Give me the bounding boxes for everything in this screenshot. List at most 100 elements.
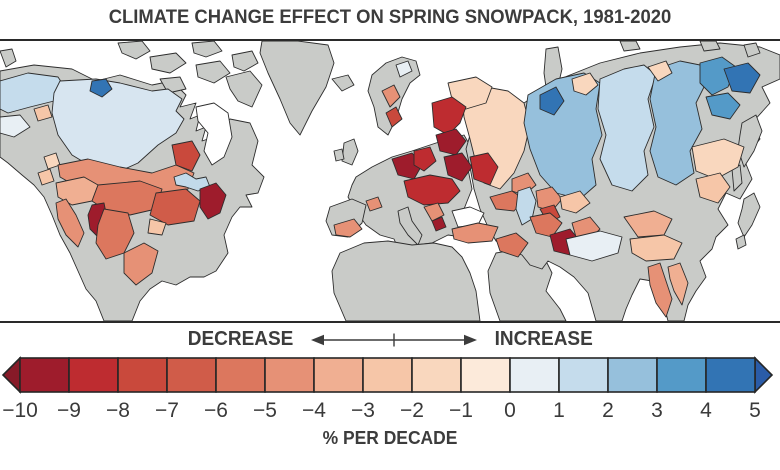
africa — [331, 240, 481, 321]
basin-bc-spot-2 — [37, 168, 55, 186]
colorbar-unit-label: % PER DECADE — [322, 428, 458, 448]
colorbar-tick-label: 2 — [602, 399, 614, 421]
black-sea — [451, 206, 485, 228]
colorbar-tick-label: 3 — [651, 399, 663, 421]
colorbar-cell — [558, 357, 609, 393]
colorbar-arrow-right — [754, 356, 774, 394]
basin-dnieper — [443, 152, 473, 182]
colorbar-cell — [117, 357, 168, 393]
colorbar-tick-label: −2 — [400, 399, 424, 421]
basin-alaska-south — [0, 114, 31, 138]
basin-ne-peach — [647, 60, 673, 82]
basin-california — [55, 198, 85, 248]
basin-northeast-us — [199, 182, 227, 220]
colorbar-cell — [68, 357, 119, 393]
basin-yellow-river — [623, 210, 673, 238]
colorbar-tick-label: −5 — [253, 399, 277, 421]
island-west-edge — [0, 48, 17, 68]
basin-rio-grande — [123, 242, 159, 286]
japan — [737, 192, 761, 238]
colorbar-cell — [460, 357, 511, 393]
basin-missouri — [91, 180, 163, 216]
basin-arkansas — [147, 218, 167, 236]
colorbar-cell — [264, 357, 315, 393]
basin-balkan-dark — [431, 216, 447, 232]
world-map — [0, 39, 780, 323]
basin-nsiberia-peach — [571, 72, 599, 96]
colorbar-tick-label: 4 — [700, 399, 712, 421]
basin-danube — [403, 174, 461, 206]
colorbar-cell — [215, 357, 266, 393]
basin-alaska-spot — [33, 104, 53, 122]
colorbar: −10 −9 −8 −7 −6 −5 −4 −3 −2 −1 0 1 2 3 4 5 — [1, 356, 774, 421]
arctic-island-4 — [195, 60, 231, 84]
baffin-island — [225, 70, 263, 108]
basin-great-slave-darkblue — [89, 78, 113, 98]
basin-ne-china — [695, 172, 731, 204]
basin-indigirka — [705, 92, 741, 120]
colorbar-tick-label: −3 — [351, 399, 375, 421]
colorbar-tick-label: 5 — [749, 399, 761, 421]
basin-turkey — [451, 222, 499, 244]
colorbar-cell — [19, 357, 70, 393]
severnaya-zemlya — [619, 41, 641, 52]
basin-mackenzie — [51, 78, 185, 174]
basin-nw-russia — [431, 96, 467, 136]
colorbar-arrow-left — [1, 356, 21, 394]
direction-arrows-icon — [310, 333, 477, 346]
colorbar-tick-label: −9 — [57, 399, 81, 421]
basin-yangtze — [629, 234, 683, 262]
basin-amu-darya — [529, 212, 563, 238]
new-siberian-islands — [699, 41, 721, 52]
colorbar-cell — [166, 357, 217, 393]
italy — [397, 206, 423, 246]
colorbar-tick-label: −10 — [2, 399, 38, 421]
world-map-svg — [0, 41, 780, 321]
arctic-island-3 — [191, 41, 223, 58]
hudson-bay — [195, 102, 233, 166]
basin-yenisei — [597, 64, 657, 192]
ireland — [333, 148, 345, 162]
colorbar-cell — [411, 357, 462, 393]
figure-title: CLIMATE CHANGE EFFECT ON SPRING SNOWPACK… — [108, 7, 672, 28]
basin-balkan — [423, 202, 445, 222]
colorbar-tick-label: −7 — [155, 399, 179, 421]
basin-south-france — [365, 196, 383, 212]
basin-ohio-mississippi — [149, 188, 201, 226]
kamchatka — [737, 114, 763, 168]
colorbar-cell — [362, 357, 413, 393]
basin-south-iberia — [333, 218, 363, 238]
basin-scandinavia-tip — [395, 60, 413, 78]
colorbar-tick-label: −6 — [204, 399, 228, 421]
increase-label: INCREASE — [494, 328, 593, 350]
basin-mekong — [667, 262, 689, 306]
colorbar-tick-label: −1 — [449, 399, 473, 421]
colorbar-tick-label: −8 — [106, 399, 130, 421]
basin-scandinavia-mid — [381, 84, 401, 108]
arctic-island-5 — [231, 50, 259, 72]
direction-legend: DECREASE INCREASE — [0, 328, 780, 351]
basin-tibet — [565, 230, 623, 262]
colorbar-tick-label: 1 — [553, 399, 565, 421]
basin-yana — [699, 56, 737, 96]
basin-north-of-lakes — [171, 140, 201, 172]
colorbar-cell — [607, 357, 658, 393]
colorbar-cell — [705, 357, 756, 393]
wrangel-island — [743, 42, 761, 58]
basin-scandinavia-south — [385, 106, 403, 128]
basin-amur — [691, 138, 745, 180]
basin-kazakh — [535, 186, 563, 212]
basin-baltic — [435, 128, 467, 156]
greenland — [259, 41, 335, 136]
arctic-island-2 — [149, 52, 187, 74]
basin-kolyma — [723, 62, 761, 94]
basin-tigris — [495, 232, 529, 258]
basin-taz-darkblue — [539, 86, 565, 116]
colorbar-cell — [313, 357, 364, 393]
arctic-island-1 — [117, 41, 151, 60]
colorbar-tick-label: −4 — [302, 399, 326, 421]
colorbar-cell — [509, 357, 560, 393]
basin-colorado — [95, 208, 135, 260]
basin-irrawaddy — [647, 262, 673, 318]
